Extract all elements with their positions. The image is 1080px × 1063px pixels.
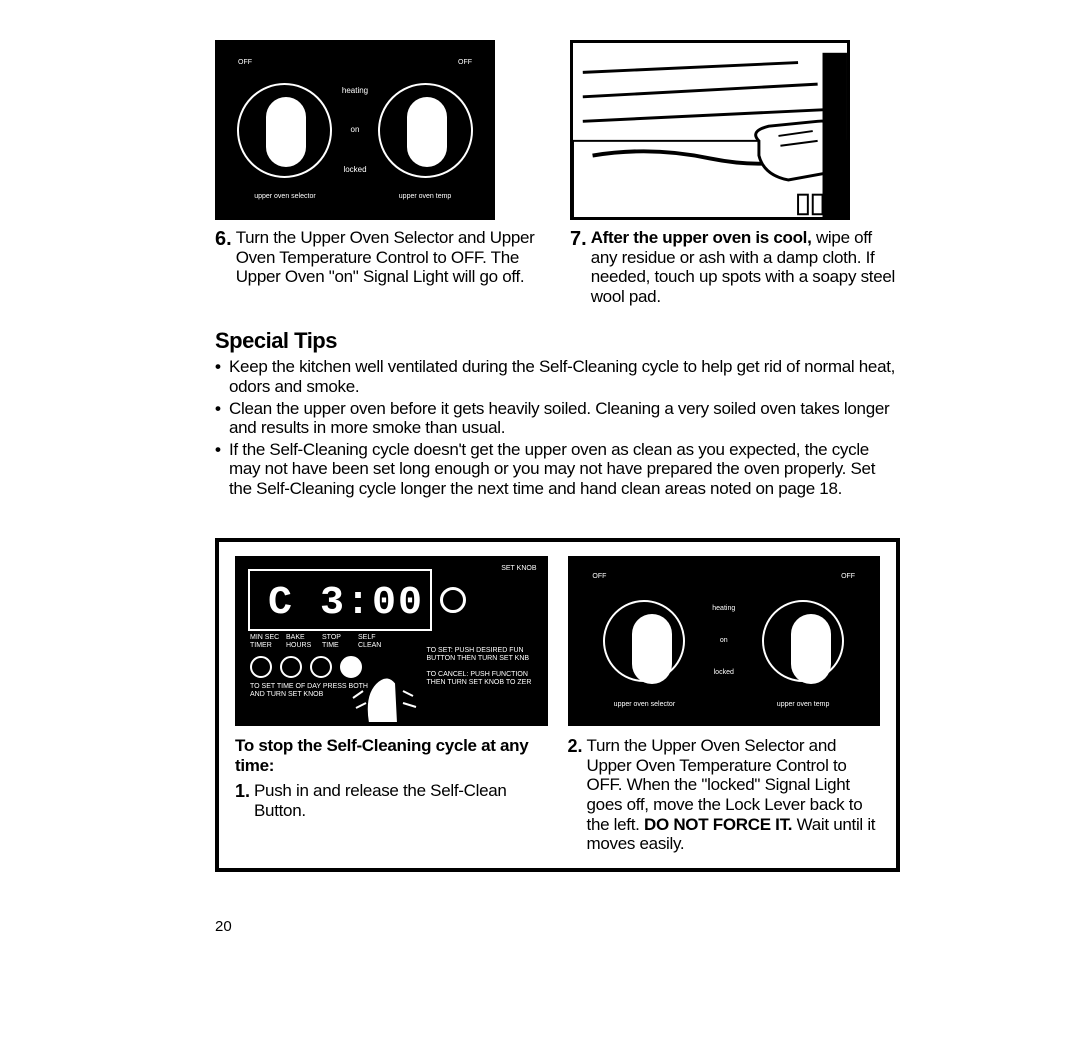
on-label: on: [342, 125, 368, 134]
stop-cycle-left: To stop the Self-Cleaning cycle at any t…: [235, 736, 548, 853]
knob-panel-figure: OFF upper oven selector heating on locke…: [215, 40, 495, 220]
off-label: OFF: [841, 573, 855, 581]
step-number: 1.: [235, 781, 250, 820]
clock-panel-figure: SET KNOB C 3:00 MIN SEC TIMER BAKE HOURS…: [235, 556, 548, 726]
tip-item: If the Self-Cleaning cycle doesn't get t…: [215, 440, 900, 499]
tip-item: Clean the upper oven before it gets heav…: [215, 399, 900, 438]
knob-panel-figure-2: OFF upper oven selector heating on locke…: [568, 556, 881, 726]
btn-label: BAKE HOURS: [286, 634, 320, 650]
off-label: OFF: [238, 59, 252, 67]
top-step-row: OFF upper oven selector heating on locke…: [215, 40, 900, 306]
heating-label: heating: [342, 86, 368, 95]
stop-cycle-columns: To stop the Self-Cleaning cycle at any t…: [235, 736, 880, 853]
set-knob-icon: [440, 587, 466, 613]
knob-label: upper oven temp: [743, 701, 863, 709]
btn-label: SELF CLEAN: [358, 634, 392, 650]
off-label: OFF: [592, 573, 606, 581]
locked-label: locked: [712, 669, 735, 677]
knob-label: upper oven selector: [584, 701, 704, 709]
locked-label: locked: [342, 165, 368, 174]
step-number: 2.: [568, 736, 583, 853]
special-tips-heading: Special Tips: [215, 328, 900, 353]
bake-button-icon: [280, 656, 302, 678]
stop-cycle-right: 2. Turn the Upper Oven Selector and Uppe…: [568, 736, 881, 853]
stop-cycle-box: SET KNOB C 3:00 MIN SEC TIMER BAKE HOURS…: [215, 538, 900, 871]
knob-label: upper oven temp: [368, 193, 482, 201]
btn-label: STOP TIME: [322, 634, 356, 650]
step-2-text: 2. Turn the Upper Oven Selector and Uppe…: [568, 736, 881, 853]
step-number: 6.: [215, 228, 232, 287]
page-number: 20: [215, 918, 900, 935]
step-7-text: 7. After the upper oven is cool, wipe of…: [570, 228, 900, 306]
step-2-bold: DO NOT FORCE IT.: [644, 815, 792, 834]
off-label: OFF: [458, 59, 472, 67]
bottom-figures-row: SET KNOB C 3:00 MIN SEC TIMER BAKE HOURS…: [235, 556, 880, 726]
tips-list: Keep the kitchen well ventilated during …: [215, 357, 900, 498]
timer-button-icon: [250, 656, 272, 678]
knob-label: upper oven selector: [228, 193, 342, 201]
step-6-column: OFF upper oven selector heating on locke…: [215, 40, 545, 306]
step-7-bold: After the upper oven is cool,: [591, 228, 812, 247]
step-body: After the upper oven is cool, wipe off a…: [591, 228, 900, 306]
selector-knob-icon: [603, 600, 685, 682]
on-label: on: [712, 637, 735, 645]
oven-wipe-illustration: [573, 43, 847, 219]
step-7-column: 7. After the upper oven is cool, wipe of…: [570, 40, 900, 306]
stop-button-icon: [310, 656, 332, 678]
oven-interior-figure: [570, 40, 850, 220]
step-body: Push in and release the Self-Clean Butto…: [254, 781, 547, 820]
step-1-text: 1. Push in and release the Self-Clean Bu…: [235, 781, 548, 820]
temp-knob-icon: [762, 600, 844, 682]
temp-knob-icon: [378, 83, 473, 178]
selector-knob-icon: [237, 83, 332, 178]
btn-label: MIN SEC TIMER: [250, 634, 284, 650]
step-body: Turn the Upper Oven Selector and Upper O…: [236, 228, 545, 287]
help-text: TO SET: PUSH DESIRED FUN BUTTON THEN TUR…: [427, 647, 537, 662]
step-number: 7.: [570, 228, 587, 306]
heating-label: heating: [712, 605, 735, 613]
tip-item: Keep the kitchen well ventilated during …: [215, 357, 900, 396]
clock-display: C 3:00: [256, 573, 424, 627]
step-6-text: 6. Turn the Upper Oven Selector and Uppe…: [215, 228, 545, 287]
step-body: Turn the Upper Oven Selector and Upper O…: [587, 736, 880, 853]
stop-heading: To stop the Self-Cleaning cycle at any t…: [235, 736, 548, 775]
set-knob-label: SET KNOB: [501, 565, 536, 573]
finger-press-icon: [338, 663, 458, 723]
